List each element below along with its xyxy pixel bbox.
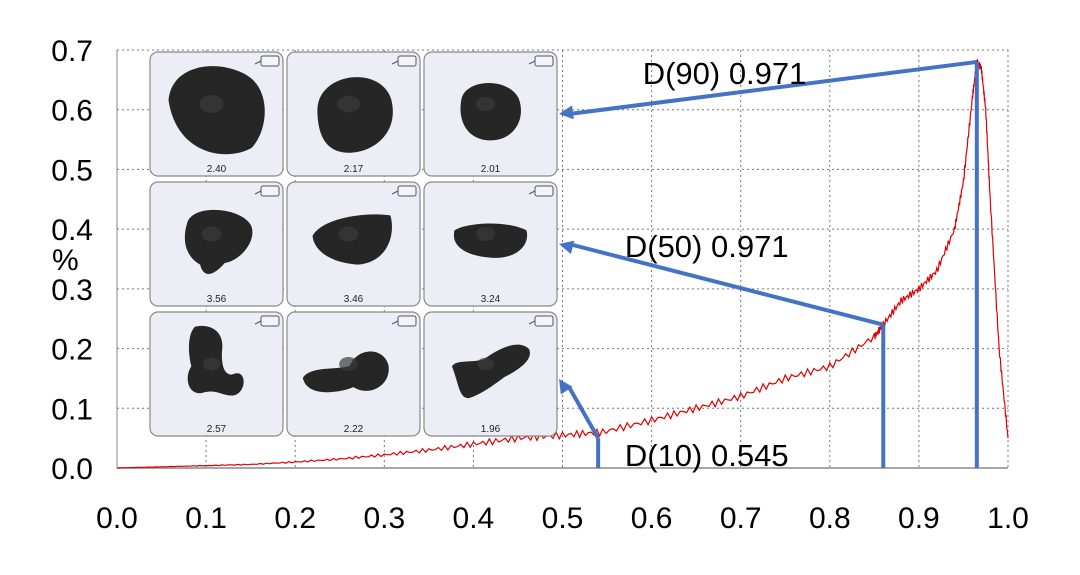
thumbnail-tag-icon (528, 320, 536, 325)
y-tick-label: 0.0 (51, 453, 93, 486)
thumbnail-tag-icon (391, 320, 399, 325)
particle-highlight (477, 357, 494, 371)
thumbnail-tag-icon (391, 190, 399, 195)
thumbnail-tag-icon (528, 190, 536, 195)
y-tick-label: 0.1 (51, 393, 93, 426)
particle-thumbnail-grid: 2.40 2.17 2.01 3.56 3.46 3.24 2.57 2.22 1.96 (149, 51, 558, 437)
x-tick-label: 0.7 (720, 502, 762, 535)
particle-highlight (475, 96, 496, 112)
series-line (116, 59, 1009, 469)
thumbnail-tag-icon (534, 315, 554, 327)
particle-shape (452, 344, 530, 399)
thumbnail-tag-icon (391, 60, 399, 65)
thumbnail-value-label: 3.56 (207, 294, 227, 305)
particle-thumbnail: 2.40 (149, 51, 284, 177)
x-tick-label: 0.0 (96, 502, 138, 535)
annotation: D(90) 0.971 (559, 56, 979, 468)
thumbnail-value-label: 1.96 (481, 424, 501, 435)
particle-shape (317, 77, 393, 153)
particle-highlight (199, 95, 224, 113)
y-tick-label: 0.3 (51, 274, 93, 307)
x-tick-label: 0.9 (898, 502, 940, 535)
y-tick-label: 0.6 (51, 95, 93, 128)
thumbnail-tag-icon (254, 320, 262, 325)
particle-highlight (201, 226, 222, 242)
series-lines (116, 59, 1009, 469)
thumbnail-tag-icon (260, 315, 280, 327)
annotation-arrowhead (559, 105, 574, 120)
x-tick-label: 0.6 (631, 502, 673, 535)
annotations: D(90) 0.971 D(50) 0.971 D(10) 0.545 (559, 56, 979, 473)
particle-highlight (475, 226, 496, 242)
annotation-label: D(50) 0.971 (625, 229, 789, 264)
x-tick-label: 0.2 (274, 502, 316, 535)
annotation-arrowhead (559, 379, 573, 395)
thumbnail-tag-icon (254, 190, 262, 195)
particle-thumbnail: 2.22 (286, 311, 421, 437)
thumbnail-value-label: 2.57 (207, 424, 227, 435)
thumbnail-value-label: 2.40 (207, 164, 227, 175)
grid-lines (117, 49, 1009, 468)
x-tick-label: 0.1 (185, 502, 227, 535)
thumbnail-value-label: 2.01 (481, 164, 501, 175)
particle-shape (453, 223, 528, 258)
particle-shape (460, 82, 521, 141)
x-tick-label: 1.0 (987, 502, 1029, 535)
particle-highlight (202, 357, 221, 371)
annotation: D(50) 0.971 (559, 229, 886, 468)
thumbnail-value-label: 3.24 (481, 294, 501, 305)
thumbnail-tag-icon (260, 185, 280, 197)
y-tick-label: 0.7 (51, 35, 93, 68)
particle-highlight (338, 226, 359, 242)
annotation-label: D(10) 0.545 (625, 438, 789, 473)
tick-labels: 0.0 0.1 0.2 0.3 0.4 0.5 0.6 0.7 0.8 0.9 1.0 0.0 0.1 0… (51, 35, 1029, 535)
thumbnail-tag-icon (254, 60, 262, 65)
thumbnail-tag-icon (397, 315, 417, 327)
annotation-arrowhead (559, 240, 575, 255)
thumbnail-value-label: 2.22 (344, 424, 364, 435)
thumbnail-tag-icon (534, 185, 554, 197)
thumbnail-tag-icon (534, 55, 554, 67)
particle-thumbnail: 2.57 (149, 311, 284, 437)
annotation: D(10) 0.545 (559, 379, 789, 473)
annotation-arrow-line (568, 242, 884, 327)
y-tick-label: 0.4 (51, 214, 93, 247)
thumbnail-tag-icon (397, 55, 417, 67)
particle-thumbnail: 3.46 (286, 181, 421, 307)
particle-thumbnail: 3.24 (423, 181, 558, 307)
thumbnail-value-label: 3.46 (344, 294, 364, 305)
particle-thumbnail: 2.01 (423, 51, 558, 177)
particle-thumbnail: 2.17 (286, 51, 421, 177)
thumbnail-value-label: 2.17 (344, 164, 364, 175)
y-tick-label: 0.2 (51, 334, 93, 367)
particle-shape (184, 209, 253, 274)
thumbnail-tag-icon (260, 55, 280, 67)
thumbnail-tag-icon (528, 60, 536, 65)
axes (116, 50, 1008, 469)
annotation-label: D(90) 0.971 (643, 56, 807, 91)
particle-thumbnail: 1.96 (423, 311, 558, 437)
particle-shape (302, 351, 389, 393)
x-tick-label: 0.5 (542, 502, 584, 535)
x-tick-label: 0.4 (453, 502, 495, 535)
thumbnail-tag-icon (397, 185, 417, 197)
annotation-arrow-line (568, 59, 978, 116)
annotation-arrow-line (567, 386, 600, 440)
x-tick-label: 0.3 (363, 502, 405, 535)
particle-highlight (337, 95, 360, 113)
y-axis-label: % (52, 244, 79, 277)
particle-thumbnail: 3.56 (149, 181, 284, 307)
y-tick-label: 0.5 (51, 154, 93, 187)
particle-highlight (339, 356, 358, 372)
x-tick-label: 0.8 (809, 502, 851, 535)
